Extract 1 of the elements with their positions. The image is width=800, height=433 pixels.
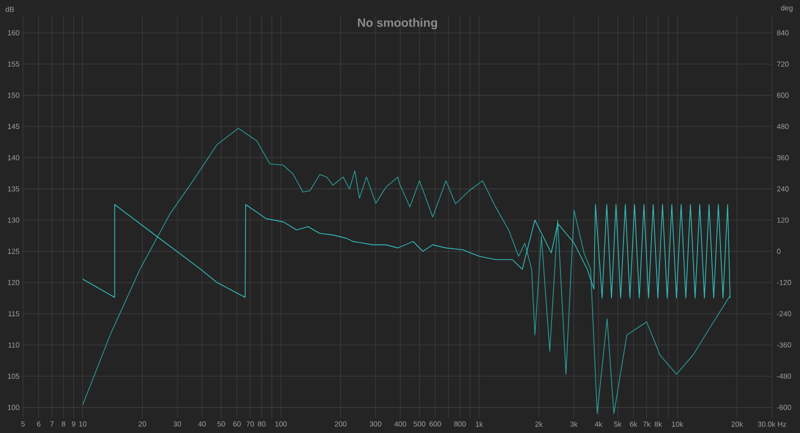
chart-title: No smoothing: [358, 18, 438, 30]
